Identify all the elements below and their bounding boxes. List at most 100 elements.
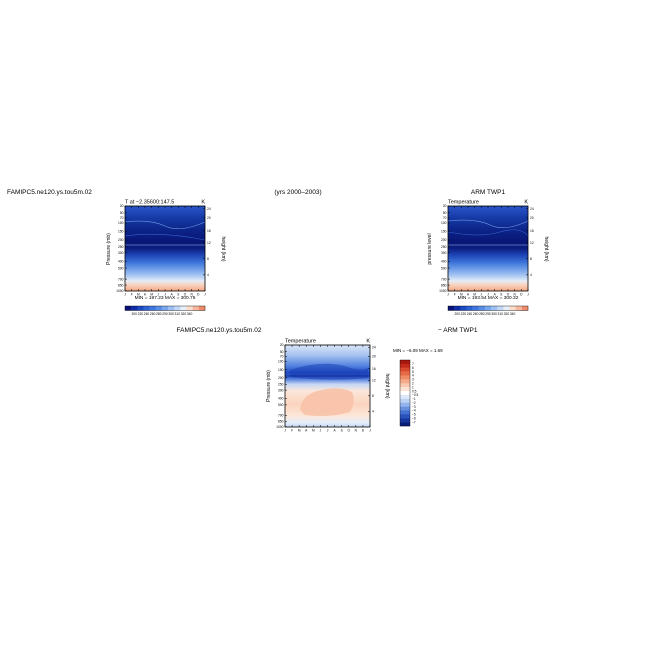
colorbar-swatch	[400, 414, 410, 419]
right-tick-label: 4	[530, 273, 532, 277]
right-tick-label: 24	[530, 207, 534, 211]
y-tick-label: 700	[278, 414, 284, 418]
right-tick-label: 8	[207, 257, 209, 261]
y-tick-label: 20	[443, 204, 447, 208]
y-tick-label: 20	[280, 343, 284, 347]
colorbar-swatch	[400, 375, 410, 380]
right-axis-label: height (km)	[384, 373, 390, 398]
colorbar-swatch	[168, 306, 175, 311]
right-tick-label: 24	[372, 346, 376, 350]
colorbar-swatch	[472, 306, 479, 311]
x-tick-label: N	[355, 429, 358, 433]
x-tick-label: M	[473, 293, 476, 297]
colorbar-swatch	[125, 306, 132, 311]
difference-panel: Temperature K Pressure (mb) height (km) …	[266, 339, 443, 433]
y-tick-label: 1000	[439, 289, 447, 293]
y-tick-label: 20	[120, 204, 124, 208]
colorbar-label: 240	[467, 312, 473, 316]
colorbar-frame	[447, 305, 529, 311]
colorbar-swatch	[400, 410, 410, 415]
y-tick-label: 1000	[116, 289, 124, 293]
colorbar-label: −2	[412, 401, 416, 405]
contour-line	[124, 220, 206, 230]
panel-units: K	[524, 200, 528, 206]
y-axis-label: Pressure (mb)	[266, 370, 272, 402]
colorbar-label: 240	[144, 312, 150, 316]
right-tick-label: 20	[207, 216, 211, 220]
y-tick-label: 250	[118, 245, 124, 249]
x-tick-label: S	[177, 293, 179, 297]
x-tick-label: J	[164, 293, 166, 297]
x-tick-label: S	[341, 429, 343, 433]
colorbar-swatch	[515, 306, 523, 311]
y-tick-label: 850	[278, 419, 284, 423]
x-tick-label: D	[362, 429, 365, 433]
x-tick-label: F	[454, 293, 456, 297]
panel-title: T at −2.35600:147.5	[125, 200, 174, 206]
colorbar-label: 2	[412, 381, 414, 385]
panel-units: K	[201, 200, 205, 206]
x-tick-label: A	[305, 429, 308, 433]
y-tick-label: 50	[443, 211, 447, 215]
colorbar-swatch	[448, 306, 455, 311]
y-tick-label: 400	[278, 397, 284, 401]
colorbar-frame	[399, 359, 411, 427]
y-tick-label: 400	[441, 259, 447, 263]
colorbar-swatch	[400, 371, 410, 376]
x-tick-label: J	[369, 429, 371, 433]
colorbar-swatch	[400, 387, 410, 392]
colorbar-label: −5	[412, 413, 416, 417]
y-tick-label: 250	[441, 245, 447, 249]
colorbar-swatch	[497, 306, 504, 311]
colorbar-swatch	[149, 306, 156, 311]
colorbar-swatch	[400, 398, 410, 403]
colorbar-swatch	[400, 363, 410, 368]
y-tick-label: 500	[441, 266, 447, 270]
right-tick-label: 4	[372, 410, 374, 414]
colorbar: 200 220 240 260 280 290 300 310 320 340	[124, 305, 206, 316]
x-tick-label: O	[507, 293, 510, 297]
colorbar-label: 320	[181, 312, 187, 316]
stats-label: MIN = 197.23 MAX = 300.76	[135, 295, 196, 301]
colorbar-swatch	[491, 306, 498, 311]
contour-line	[447, 219, 529, 229]
x-tick-label: N	[191, 293, 194, 297]
y-tick-label: 200	[118, 238, 124, 242]
x-tick-label: M	[137, 293, 140, 297]
colorbar-label: 6	[412, 366, 414, 370]
y-tick-label: 850	[441, 283, 447, 287]
x-tick-label: O	[348, 429, 351, 433]
colorbar-swatch	[400, 418, 410, 423]
y-tick-label: 70	[280, 355, 284, 359]
x-tick-label: J	[487, 293, 489, 297]
x-tick-label: F	[131, 293, 133, 297]
x-tick-label: S	[500, 293, 502, 297]
x-tick-label: D	[520, 293, 523, 297]
colorbar-label: 280	[156, 312, 162, 316]
colorbar-label: −3	[412, 405, 416, 409]
colorbar-label: 200	[131, 312, 137, 316]
y-tick-label: 500	[278, 403, 284, 407]
colorbar-swatch	[161, 306, 169, 311]
colorbar-label: 320	[504, 312, 510, 316]
y-tick-label: 150	[441, 230, 447, 234]
colorbar-swatch	[484, 306, 492, 311]
x-tick-label: A	[334, 429, 337, 433]
x-tick-label: J	[158, 293, 160, 297]
y-tick-label: 70	[443, 216, 447, 220]
colorbar-swatch	[400, 394, 410, 400]
colorbar-swatch	[180, 306, 187, 311]
right-panel-heading: ARM TWP1	[471, 189, 506, 196]
colorbar-swatch	[521, 306, 529, 311]
y-tick-label: 150	[278, 368, 284, 372]
colorbar-frame	[124, 305, 206, 311]
colorbar-label: 220	[461, 312, 467, 316]
x-tick-label: J	[284, 429, 286, 433]
colorbar-label: −7	[412, 420, 416, 424]
y-tick-label: 700	[118, 277, 124, 281]
y-tick-label: 70	[120, 216, 124, 220]
x-tick-label: A	[467, 293, 470, 297]
contour-field	[125, 206, 205, 291]
colorbar-swatch	[143, 306, 150, 311]
x-tick-label: F	[291, 429, 293, 433]
